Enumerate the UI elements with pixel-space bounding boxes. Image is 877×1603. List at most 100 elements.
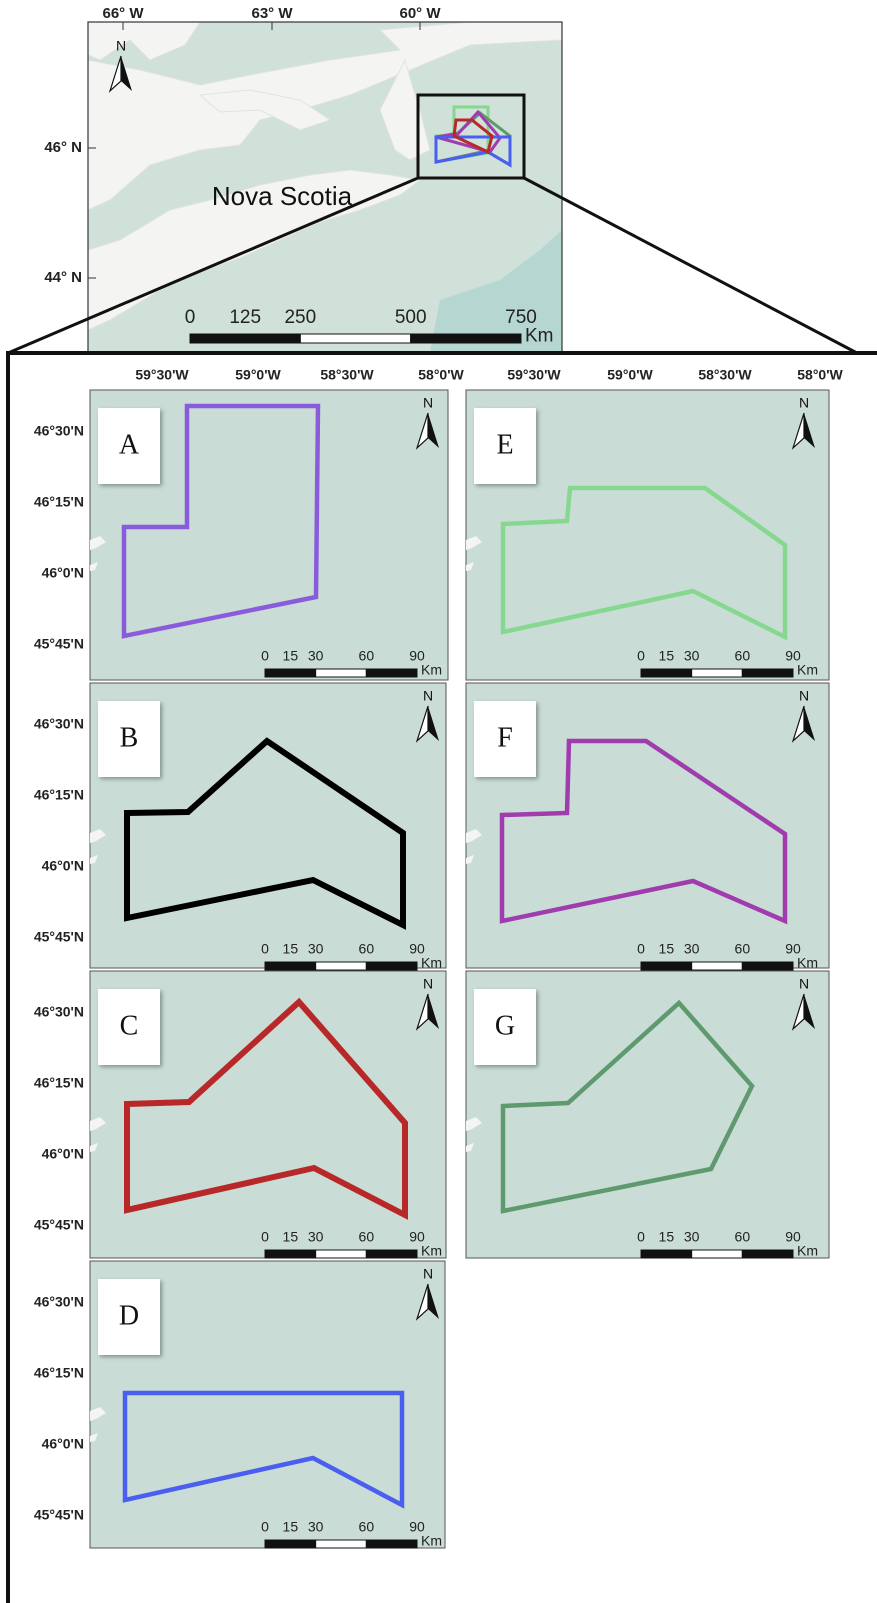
latitude-label: 46°0'N	[42, 1146, 84, 1162]
scale-label: 15	[659, 941, 675, 957]
panel-label: B	[120, 722, 139, 753]
latitude-label: 46°0'N	[42, 565, 84, 581]
latitude-label: 46°0'N	[42, 1436, 84, 1452]
scale-bar-segment	[265, 1250, 316, 1258]
north-label: N	[116, 38, 126, 54]
scale-bar-segment	[641, 962, 692, 970]
scale-label: 0	[261, 1229, 269, 1245]
scale-label: 30	[684, 648, 700, 664]
scale-label: 0	[637, 1229, 645, 1245]
scale-bar-segment	[366, 1540, 417, 1548]
latitude-label: 46°15'N	[34, 1365, 84, 1381]
panel: G	[466, 971, 829, 1258]
scale-label: 30	[684, 941, 700, 957]
latitude-label: 46°30'N	[34, 716, 84, 732]
scale-label: 15	[283, 648, 299, 664]
scale-label: 15	[283, 941, 299, 957]
scale-unit: Km	[421, 662, 442, 678]
north-label: N	[423, 395, 433, 411]
scale-label: 500	[395, 307, 427, 328]
scale-bar-segment	[316, 1250, 367, 1258]
scale-bar-segment	[190, 334, 300, 343]
scale-unit: Km	[421, 955, 442, 971]
scale-label: 15	[283, 1229, 299, 1245]
scale-bar-segment	[366, 1250, 417, 1258]
latitude-label: 46°0'N	[42, 858, 84, 874]
latitude-label: 46°15'N	[34, 494, 84, 510]
scale-label: 0	[261, 1519, 269, 1535]
scale-bar-segment	[316, 962, 367, 970]
north-label: N	[799, 976, 809, 992]
scale-bar-segment	[692, 962, 743, 970]
scale-bar-segment	[742, 669, 793, 677]
latitude-label: 46° N	[44, 139, 82, 156]
scale-label: 30	[684, 1229, 700, 1245]
scale-label: 30	[308, 648, 324, 664]
scale-label: 30	[308, 941, 324, 957]
scale-unit: Km	[421, 1533, 442, 1549]
latitude-label: 45°45'N	[34, 1507, 84, 1523]
longitude-label: 59°30'W	[507, 367, 561, 383]
north-label: N	[799, 395, 809, 411]
scale-label: 15	[283, 1519, 299, 1535]
scale-unit: Km	[797, 1243, 818, 1259]
scale-label: 0	[185, 307, 196, 328]
scale-unit: Km	[421, 1243, 442, 1259]
scale-bar-segment	[316, 669, 367, 677]
scale-label: 30	[308, 1229, 324, 1245]
scale-bar-segment	[366, 669, 417, 677]
region-label: Nova Scotia	[212, 181, 353, 211]
panel: B	[90, 683, 446, 968]
longitude-label: 58°30'W	[320, 367, 374, 383]
latitude-label: 45°45'N	[34, 636, 84, 652]
longitude-label: 59°0'W	[235, 367, 281, 383]
scale-bar-segment	[742, 962, 793, 970]
scale-label: 60	[359, 1229, 375, 1245]
longitude-label: 66° W	[102, 5, 144, 22]
scale-bar-segment	[265, 669, 316, 677]
latitude-label: 44° N	[44, 269, 82, 286]
panel-label: G	[495, 1010, 515, 1041]
scale-bar-segment	[366, 962, 417, 970]
longitude-label: 58°30'W	[698, 367, 752, 383]
latitude-label: 46°30'N	[34, 1294, 84, 1310]
scale-label: 60	[735, 1229, 751, 1245]
scale-label: 60	[359, 648, 375, 664]
latitude-label: 45°45'N	[34, 929, 84, 945]
scale-bar-segment	[692, 669, 743, 677]
panel: F	[466, 683, 829, 968]
north-label: N	[423, 688, 433, 704]
scale-label: 250	[284, 307, 316, 328]
scale-bar-segment	[316, 1540, 367, 1548]
scale-label: 30	[308, 1519, 324, 1535]
latitude-label: 45°45'N	[34, 1217, 84, 1233]
scale-bar-segment	[692, 1250, 743, 1258]
scale-label: 0	[261, 941, 269, 957]
scale-label: 60	[359, 941, 375, 957]
longitude-label: 58°0'W	[418, 367, 464, 383]
latitude-label: 46°30'N	[34, 1004, 84, 1020]
scale-label: 0	[261, 648, 269, 664]
scale-bar-segment	[641, 669, 692, 677]
scale-unit: Km	[797, 955, 818, 971]
scale-unit: Km	[525, 326, 554, 347]
longitude-label: 63° W	[251, 5, 293, 22]
scale-bar-segment	[742, 1250, 793, 1258]
panel: D	[90, 1261, 445, 1548]
panel-label: F	[497, 722, 513, 753]
panel-label: E	[496, 429, 513, 460]
scale-label: 125	[229, 307, 261, 328]
latitude-label: 46°15'N	[34, 1075, 84, 1091]
longitude-label: 60° W	[399, 5, 441, 22]
panel: A	[90, 390, 448, 680]
scale-label: 60	[359, 1519, 375, 1535]
panel: C	[90, 971, 446, 1258]
connector	[524, 178, 857, 353]
longitude-label: 58°0'W	[797, 367, 843, 383]
scale-bar-segment	[300, 334, 410, 343]
north-label: N	[423, 1266, 433, 1282]
latitude-label: 46°30'N	[34, 423, 84, 439]
panel-label: D	[119, 1300, 139, 1331]
scale-label: 15	[659, 1229, 675, 1245]
north-label: N	[799, 688, 809, 704]
